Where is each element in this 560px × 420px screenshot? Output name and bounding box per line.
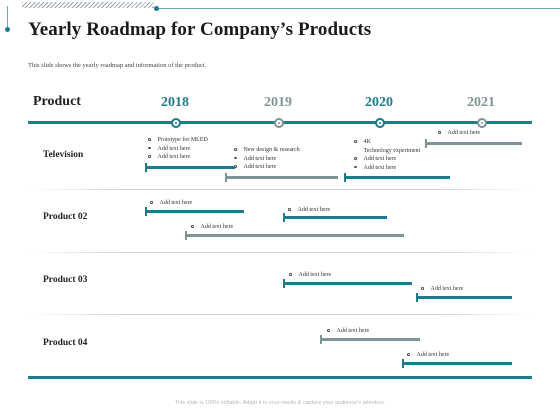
bullet-icon xyxy=(327,329,330,332)
note-tv-2020: 4K Technology experiment Add text here A… xyxy=(354,138,420,172)
roadmap-bar-p2-b xyxy=(283,213,387,222)
left-accent-line xyxy=(7,6,8,30)
note-line: Add text here xyxy=(234,163,300,172)
top-divider-dot xyxy=(154,6,159,11)
row-separator xyxy=(28,252,532,253)
page-title: Yearly Roadmap for Company’s Products xyxy=(28,19,372,40)
note-line: Technology experiment xyxy=(363,147,421,154)
row-label-product-04: Product 04 xyxy=(43,338,88,348)
bullet-icon xyxy=(288,208,291,211)
roadmap-bar-p3-b xyxy=(416,293,512,302)
roadmap-bar-tv-2018 xyxy=(145,163,235,172)
note-p3-a: Add text here xyxy=(289,271,331,280)
row-label-television: Television xyxy=(43,150,84,160)
note-line: Add text here xyxy=(191,223,233,232)
product-column-header: Product xyxy=(33,94,81,109)
top-divider xyxy=(156,8,560,9)
bullet-icon xyxy=(438,131,441,134)
page-subtitle: This slide shows the yearly roadmap and … xyxy=(28,62,207,69)
bullet-icon xyxy=(354,157,357,160)
roadmap-bar-p3-a xyxy=(283,279,412,288)
bullet-icon xyxy=(234,165,237,168)
roadmap-bar-tv-2020 xyxy=(344,173,450,182)
note-line: Add text here xyxy=(438,129,480,138)
bullet-icon xyxy=(191,225,194,228)
footer-note: This slide is 100% editable. Adapt it to… xyxy=(174,400,386,406)
bullet-icon xyxy=(354,140,357,143)
roadmap-bar-p4-b xyxy=(402,359,512,368)
roadmap-bar-p4-a xyxy=(320,335,420,344)
bullet-icon xyxy=(150,201,153,204)
note-line: Add text here xyxy=(289,271,331,280)
roadmap-bar-tv-2021 xyxy=(425,139,522,148)
bottom-divider xyxy=(28,376,532,379)
row-separator xyxy=(28,314,532,315)
note-p4-b: Add text here xyxy=(407,351,449,360)
bullet-icon xyxy=(148,138,151,141)
bullet-icon xyxy=(407,353,410,356)
note-tv-2019: New design & research Add text here Add … xyxy=(234,146,300,172)
note-tv-2021: Add text here xyxy=(438,129,480,138)
note-p2-b: Add text here xyxy=(288,206,330,215)
roadmap-bar-p2-a xyxy=(145,207,244,216)
note-line: Add text here xyxy=(407,351,449,360)
note-line: Add text here xyxy=(234,155,300,164)
bullet-icon xyxy=(234,156,237,160)
note-p2-a: Add text here xyxy=(150,199,192,208)
note-p4-a: Add text here xyxy=(327,327,369,336)
row-label-product-03: Product 03 xyxy=(43,275,88,285)
timeline-node-2020 xyxy=(375,118,385,128)
bullet-icon xyxy=(289,273,292,276)
year-2021-label: 2021 xyxy=(467,95,495,110)
note-line: Add text here xyxy=(148,153,208,162)
note-tv-2018: Prototype for MLED Add text here Add tex… xyxy=(148,136,208,162)
roadmap-bar-p2-c xyxy=(185,231,404,240)
note-line: 4K xyxy=(354,138,420,147)
decorative-hatch xyxy=(22,2,154,8)
note-line: Add text here xyxy=(354,155,420,164)
row-separator xyxy=(28,189,532,190)
row-label-product-02: Product 02 xyxy=(43,212,88,222)
note-line: New design & research xyxy=(234,146,300,155)
timeline-node-2021 xyxy=(477,118,487,128)
note-line: Add text here xyxy=(354,164,420,173)
left-accent-dot xyxy=(5,27,10,32)
bullet-icon xyxy=(421,287,424,290)
note-line: Add text here xyxy=(327,327,369,336)
bullet-icon xyxy=(148,155,151,158)
note-line: Add text here xyxy=(288,206,330,215)
note-line: Add text here xyxy=(148,145,208,154)
year-2019-label: 2019 xyxy=(264,95,292,110)
bullet-icon xyxy=(148,146,151,150)
note-p2-c: Add text here xyxy=(191,223,233,232)
note-p3-b: Add text here xyxy=(421,285,463,294)
roadmap-bar-tv-2019 xyxy=(225,173,338,182)
year-2020-label: 2020 xyxy=(365,95,393,110)
note-line: Prototype for MLED xyxy=(148,136,208,145)
note-line: Add text here xyxy=(150,199,192,208)
timeline-node-2019 xyxy=(274,118,284,128)
bullet-icon xyxy=(234,148,237,151)
bullet-icon xyxy=(354,165,357,169)
year-2018-label: 2018 xyxy=(161,95,189,110)
timeline-node-2018 xyxy=(171,118,181,128)
note-line: Add text here xyxy=(421,285,463,294)
